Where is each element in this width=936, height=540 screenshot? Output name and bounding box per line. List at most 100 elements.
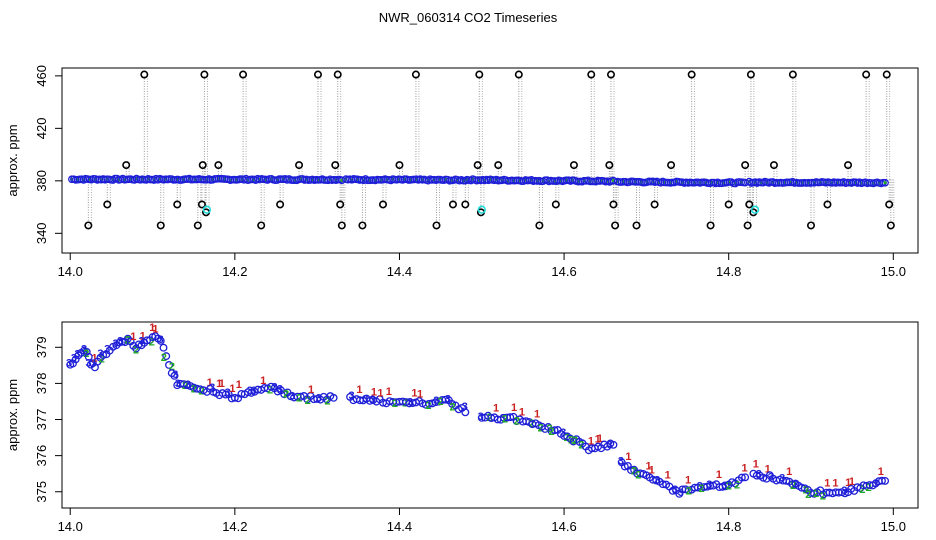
outlier-point xyxy=(611,221,620,230)
marker-label-2: 2 xyxy=(547,423,553,435)
x-tick-label: 14.6 xyxy=(551,264,576,279)
figure-title: NWR_060314 CO2 Timeseries xyxy=(379,10,558,25)
marker-label-3: 3 xyxy=(113,338,119,350)
data-point xyxy=(165,361,173,369)
data-point xyxy=(759,473,768,482)
y-tick-label: 375 xyxy=(34,481,49,503)
data-point xyxy=(441,395,450,404)
marker-label-2: 2 xyxy=(502,414,508,426)
outlier-point xyxy=(331,161,340,170)
marker-label-2: 2 xyxy=(813,488,819,500)
marker-label-3: 3 xyxy=(793,479,799,491)
data-point xyxy=(99,351,108,360)
data-point xyxy=(506,413,515,422)
data-point xyxy=(221,390,230,399)
marker-label-3: 3 xyxy=(768,472,774,484)
marker-label-1: 1 xyxy=(511,402,517,414)
marker-label-3: 3 xyxy=(362,393,368,405)
marker-label-2: 2 xyxy=(487,412,493,424)
marker-label-1: 1 xyxy=(92,352,98,364)
outlier-point xyxy=(882,70,891,79)
outlier-point xyxy=(358,221,367,230)
data-point xyxy=(84,352,93,361)
x-tick-label: 14.0 xyxy=(58,264,83,279)
marker-label-3: 3 xyxy=(172,369,178,381)
outlier-point xyxy=(667,161,676,170)
marker-label-1: 1 xyxy=(588,435,594,447)
outlier-point xyxy=(605,161,614,170)
x-tick-label: 14.0 xyxy=(58,519,83,534)
y-tick-label: 378 xyxy=(34,373,49,395)
marker-label-1: 1 xyxy=(597,433,603,445)
outlier-point xyxy=(788,70,797,79)
marker-label-3: 3 xyxy=(138,336,144,348)
outlier-point xyxy=(706,221,715,230)
marker-label-2: 2 xyxy=(549,426,555,438)
marker-label-1: 1 xyxy=(260,375,266,387)
marker-label-2: 2 xyxy=(169,361,175,373)
data-point xyxy=(737,473,746,482)
plot-frame-bottom xyxy=(61,321,919,509)
data-point xyxy=(881,476,890,485)
flagged-point xyxy=(202,205,212,214)
marker-label-2: 2 xyxy=(635,469,641,481)
marker-label-3: 3 xyxy=(209,382,215,394)
marker-label-2: 2 xyxy=(805,489,811,501)
data-point xyxy=(82,347,91,356)
marker-label-3: 3 xyxy=(97,348,103,360)
data-point xyxy=(159,343,168,352)
x-tick-label: 14.4 xyxy=(387,264,412,279)
marker-label-2: 2 xyxy=(296,393,302,405)
marker-label-1: 1 xyxy=(229,383,235,395)
marker-label-2: 2 xyxy=(133,344,139,356)
outlier-point xyxy=(122,161,131,170)
marker-label-1: 1 xyxy=(140,330,146,342)
outlier-point xyxy=(378,200,387,209)
marker-label-3: 3 xyxy=(407,396,413,408)
marker-label-2: 2 xyxy=(149,336,155,348)
outlier-point xyxy=(193,221,202,230)
marker-label-3: 3 xyxy=(370,394,376,406)
marker-label-1: 1 xyxy=(216,378,222,390)
marker-label-3: 3 xyxy=(706,479,712,491)
marker-label-3: 3 xyxy=(654,475,660,487)
data-point xyxy=(431,398,440,407)
outlier-point xyxy=(514,70,523,79)
marker-label-2: 2 xyxy=(99,354,105,366)
data-point xyxy=(230,393,239,402)
outlier-point xyxy=(411,70,420,79)
data-point xyxy=(313,395,322,403)
outlier-point xyxy=(569,161,578,170)
marker-label-1: 1 xyxy=(832,477,838,489)
data-point xyxy=(196,385,205,394)
marker-label-1: 1 xyxy=(685,474,691,486)
marker-label-2: 2 xyxy=(437,396,443,408)
marker-label-2: 2 xyxy=(450,401,456,413)
outlier-point xyxy=(551,200,560,209)
outlier-point xyxy=(494,161,503,170)
marker-label-1: 1 xyxy=(665,470,671,482)
data-point xyxy=(627,466,635,475)
marker-label-1: 1 xyxy=(878,466,884,478)
marker-label-2: 2 xyxy=(392,398,398,410)
data-point xyxy=(162,352,171,361)
marker-label-3: 3 xyxy=(277,383,283,395)
marker-label-2: 2 xyxy=(726,481,732,493)
marker-label-2: 2 xyxy=(734,479,740,491)
y-tick-label: 379 xyxy=(34,336,49,358)
marker-label-1: 1 xyxy=(377,388,383,400)
outlier-point xyxy=(886,221,895,230)
outlier-point xyxy=(632,221,641,230)
outlier-point xyxy=(337,221,346,230)
marker-label-3: 3 xyxy=(478,411,484,423)
outlier-point xyxy=(84,221,93,230)
x-tick-label: 14.8 xyxy=(716,264,741,279)
outlier-point xyxy=(197,200,206,209)
outlier-point xyxy=(741,161,750,170)
data-point xyxy=(609,440,618,449)
data-point xyxy=(741,473,750,482)
marker-label-1: 1 xyxy=(417,388,423,400)
outlier-point xyxy=(823,200,832,209)
y-tick-label: 380 xyxy=(34,170,49,192)
marker-label-2: 2 xyxy=(578,439,584,451)
